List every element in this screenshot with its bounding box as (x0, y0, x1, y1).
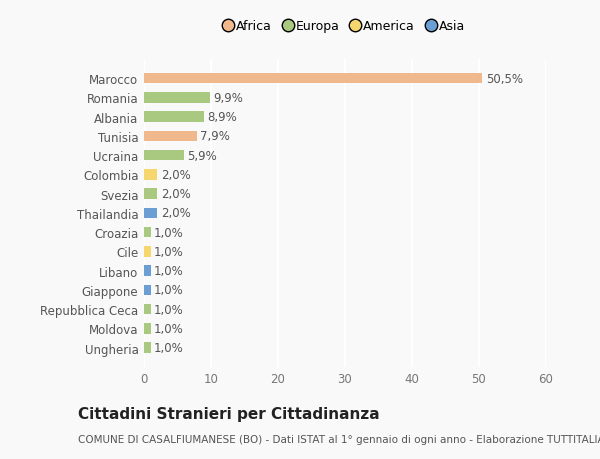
Text: 1,0%: 1,0% (154, 284, 184, 297)
Bar (144, 324, 151, 334)
Bar (144, 112, 203, 123)
Text: 7,9%: 7,9% (200, 130, 230, 143)
Text: 1,0%: 1,0% (154, 226, 184, 239)
Text: 2,0%: 2,0% (161, 207, 191, 220)
Bar (144, 304, 151, 315)
Bar (144, 343, 151, 353)
Bar (144, 246, 151, 257)
Text: Cittadini Stranieri per Cittadinanza: Cittadini Stranieri per Cittadinanza (78, 406, 380, 421)
Bar (144, 266, 151, 276)
Text: 2,0%: 2,0% (161, 188, 191, 201)
Bar (144, 73, 482, 84)
Bar (144, 285, 151, 296)
Text: 1,0%: 1,0% (154, 341, 184, 354)
Text: 1,0%: 1,0% (154, 246, 184, 258)
Text: 2,0%: 2,0% (161, 168, 191, 181)
Text: 1,0%: 1,0% (154, 264, 184, 278)
Bar (144, 189, 157, 200)
Text: 1,0%: 1,0% (154, 303, 184, 316)
Legend: Africa, Europa, America, Asia: Africa, Europa, America, Asia (221, 17, 469, 37)
Bar (144, 170, 157, 180)
Bar (144, 131, 197, 142)
Bar (144, 93, 211, 103)
Text: 9,9%: 9,9% (214, 92, 244, 105)
Text: 1,0%: 1,0% (154, 322, 184, 335)
Text: 50,5%: 50,5% (486, 73, 523, 85)
Text: 5,9%: 5,9% (187, 149, 217, 162)
Bar (144, 227, 151, 238)
Bar (144, 208, 157, 219)
Text: 8,9%: 8,9% (207, 111, 237, 124)
Text: COMUNE DI CASALFIUMANESE (BO) - Dati ISTAT al 1° gennaio di ogni anno - Elaboraz: COMUNE DI CASALFIUMANESE (BO) - Dati IST… (78, 434, 600, 444)
Bar (144, 151, 184, 161)
